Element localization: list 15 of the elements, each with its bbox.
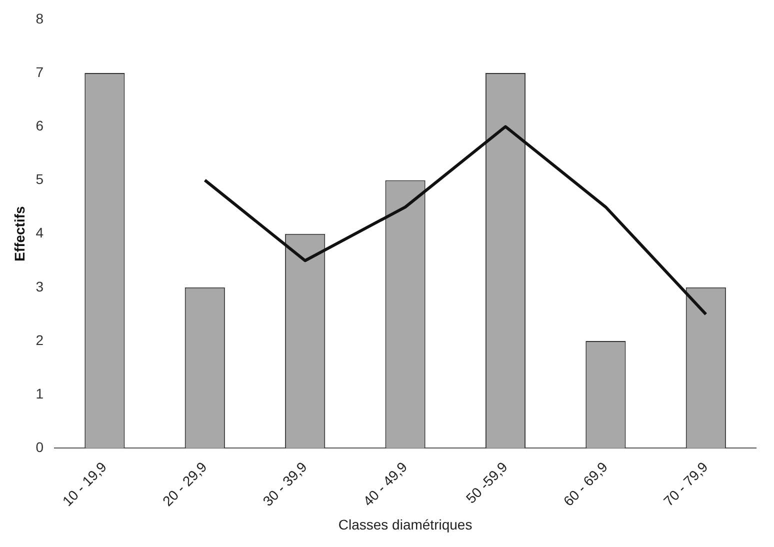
y-tick-label: 8 [36, 10, 44, 26]
y-tick-label: 0 [36, 439, 44, 456]
y-tick-label: 6 [36, 117, 44, 134]
x-tick-label: 70 - 79,9 [660, 458, 711, 510]
y-tick-label: 5 [36, 171, 44, 188]
y-tick-label: 3 [36, 278, 44, 294]
x-tick-label: 30 - 39,9 [260, 458, 310, 510]
y-axis-title: Effectifs [11, 206, 28, 262]
x-axis-title: Classes diamétriques [338, 516, 472, 532]
y-tick-label: 1 [36, 386, 44, 402]
y-tick-label: 4 [36, 224, 44, 241]
y-tick-label: 2 [36, 332, 44, 348]
x-tick-label: 40 - 49,9 [360, 458, 410, 510]
x-tick-label: 60 - 69,9 [560, 458, 611, 510]
y-tick-label: 7 [36, 64, 44, 80]
